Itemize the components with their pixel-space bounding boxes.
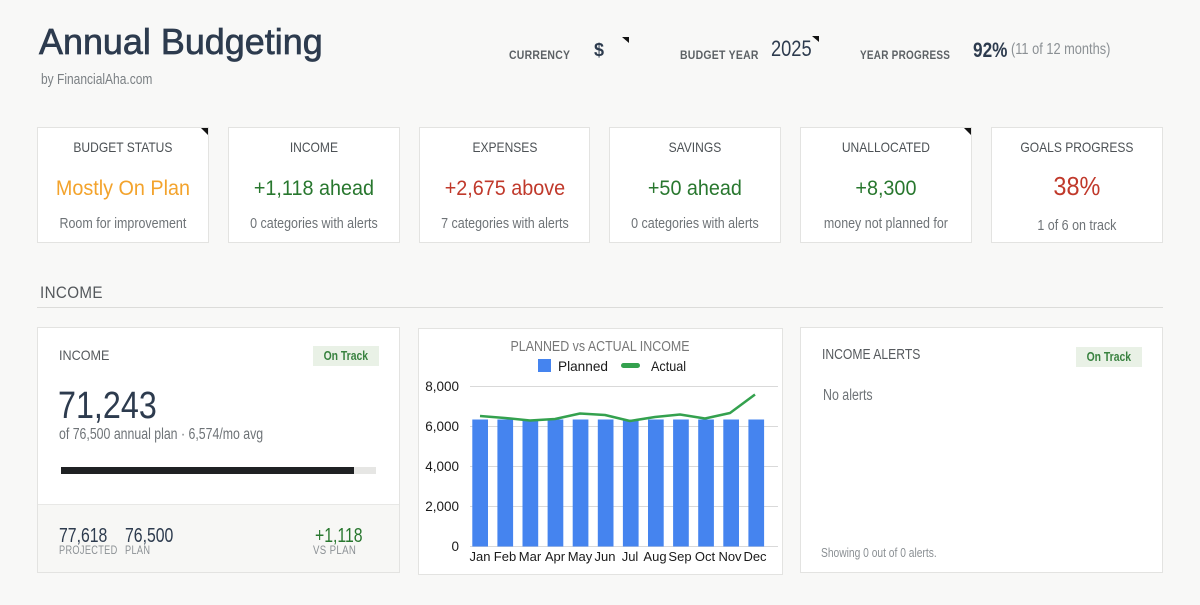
svg-text:4,000: 4,000	[425, 459, 459, 474]
svg-text:Aug: Aug	[643, 549, 666, 564]
svg-text:Jan: Jan	[470, 549, 491, 564]
svg-text:Jun: Jun	[595, 549, 616, 564]
svg-text:Mar: Mar	[519, 549, 542, 564]
svg-text:Sep: Sep	[668, 549, 691, 564]
svg-text:6,000: 6,000	[425, 419, 459, 434]
svg-text:Jul: Jul	[622, 549, 639, 564]
svg-text:PLANNED vs ACTUAL INCOME: PLANNED vs ACTUAL INCOME	[511, 338, 690, 355]
svg-text:Nov: Nov	[718, 549, 742, 564]
svg-text:Oct: Oct	[695, 549, 716, 564]
svg-text:2,000: 2,000	[425, 499, 459, 514]
svg-text:0: 0	[451, 539, 459, 554]
svg-text:Apr: Apr	[545, 549, 566, 564]
svg-text:May: May	[568, 549, 593, 564]
svg-text:Planned: Planned	[558, 358, 608, 374]
svg-text:Dec: Dec	[743, 549, 767, 564]
svg-text:Actual: Actual	[651, 358, 686, 374]
svg-text:8,000: 8,000	[425, 379, 459, 394]
svg-text:Feb: Feb	[494, 549, 516, 564]
